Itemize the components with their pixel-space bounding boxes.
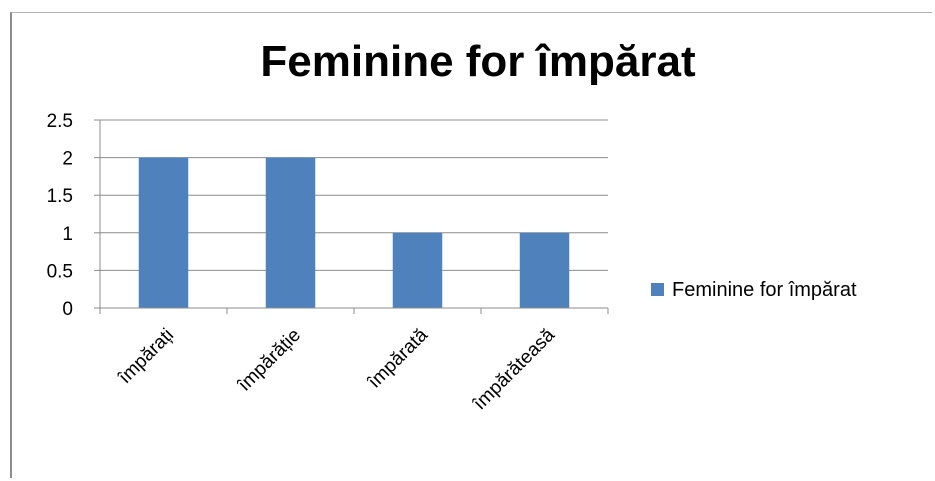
x-tick-label: împărați: [114, 325, 178, 389]
bar: [519, 232, 570, 308]
y-axis-ticks: 0 0.5 1 1.5 2 2.5: [47, 111, 100, 320]
x-axis-ticks: împărați împărăție împărată împărăteasă: [114, 324, 559, 415]
y-tick-label: 0.5: [47, 261, 73, 282]
bar: [138, 157, 189, 308]
y-tick-label: 1.5: [47, 186, 73, 207]
y-tick-label: 2: [62, 149, 73, 170]
axes: [99, 120, 609, 314]
x-tick-label: împărată: [363, 324, 432, 393]
bar: [392, 232, 443, 308]
y-tick-label: 1: [62, 224, 73, 245]
x-tick-label: împărăteasă: [469, 324, 560, 415]
legend: Feminine for împărat: [651, 279, 857, 301]
chart-title: Feminine for împărat: [260, 37, 696, 86]
y-tick-label: 0: [62, 299, 73, 320]
legend-label: Feminine for împărat: [672, 279, 857, 301]
bars: [138, 157, 570, 308]
bar: [265, 157, 316, 308]
legend-swatch: [651, 283, 664, 296]
y-tick-label: 2.5: [47, 111, 73, 132]
x-tick-label: împărăție: [233, 325, 305, 397]
